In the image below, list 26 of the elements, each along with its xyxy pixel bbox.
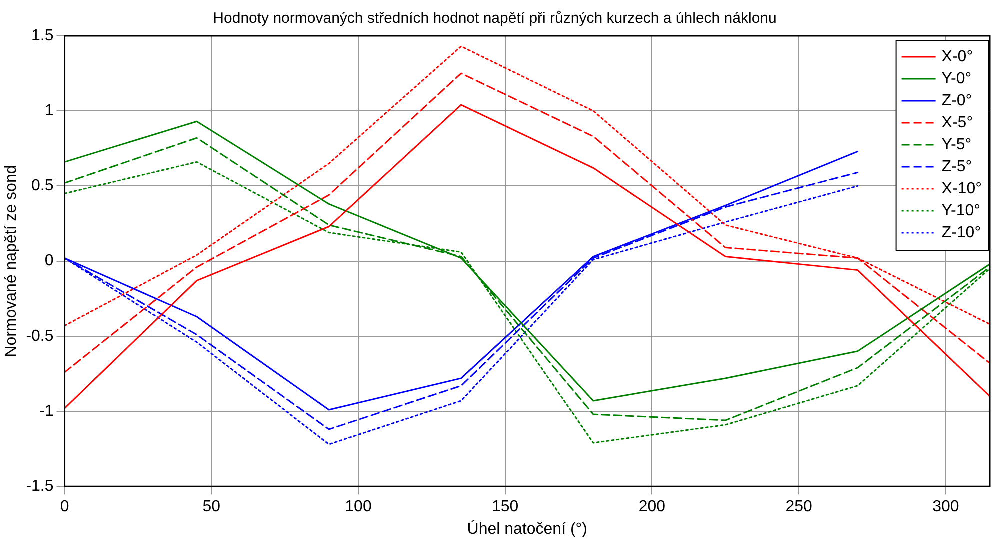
x-tick-label: 300 [932,498,960,516]
x-tick-label: 0 [60,498,70,516]
x-tick-label: 100 [345,498,372,516]
legend-label: Z-0° [942,92,972,110]
y-tick-label: -1.5 [26,478,54,496]
y-tick-label: 0.5 [32,178,54,195]
y-tick-label: 0 [44,252,54,270]
legend-label: Z-10° [942,224,982,242]
y-tick-label: 1 [44,102,54,120]
legend-label: X-0° [942,48,974,66]
legend-label: Y-0° [942,70,972,88]
chart-title: Hodnoty normovaných středních hodnot napětí při různých kurzech a úhlech náklonu [213,10,777,28]
y-tick-label: -0.5 [26,328,54,345]
legend-label: X-10° [942,180,982,198]
x-tick-label: 200 [638,498,666,516]
x-tick-label: 150 [492,498,519,516]
y-tick-label: -1 [40,402,54,420]
legend-label: Z-5° [942,158,972,176]
x-axis-title: Úhel natočení (°) [467,520,588,538]
x-tick-label: 250 [786,498,813,516]
x-tick-label: 50 [202,498,221,516]
y-tick-label: 1.5 [32,27,54,44]
legend-label: X-5° [942,114,974,132]
legend-label: Y-10° [942,202,981,220]
y-axis-title: Normované napětí ze sond [3,165,20,358]
legend-label: Y-5° [942,136,972,154]
